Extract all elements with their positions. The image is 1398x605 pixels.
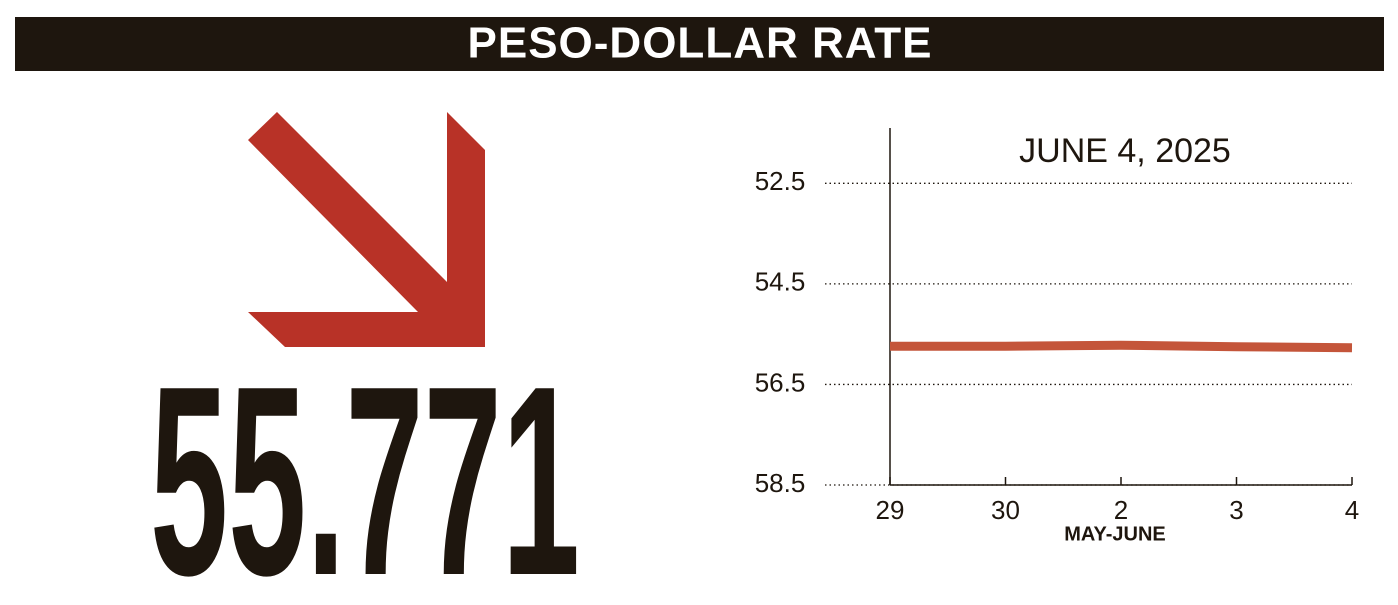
line-chart: 52.5 54.5 56.5 58.5 29 30 2 3 4 MAY-JUNE JUNE 4, 2…	[755, 128, 1359, 545]
x-tick-label: 29	[876, 495, 905, 525]
annotation: JUNE 4, 2025	[1019, 132, 1231, 170]
x-tick-label: 30	[991, 495, 1020, 525]
x-tick-label: 2	[1114, 495, 1128, 525]
headline-value: 55.771	[150, 331, 580, 605]
y-tick-label: 54.5	[755, 267, 806, 297]
x-tick-label: 4	[1345, 495, 1359, 525]
x-axis-label: MAY-JUNE	[1064, 523, 1166, 545]
data-line	[890, 340, 1353, 353]
title: PESO-DOLLAR RATE	[468, 19, 933, 68]
title-bar	[15, 17, 1384, 71]
y-tick-label: 56.5	[755, 367, 806, 397]
down-arrow	[248, 112, 485, 347]
y-tick-label: 52.5	[755, 166, 806, 196]
y-tick-label: 58.5	[755, 468, 806, 498]
x-tick-label: 3	[1229, 495, 1243, 525]
